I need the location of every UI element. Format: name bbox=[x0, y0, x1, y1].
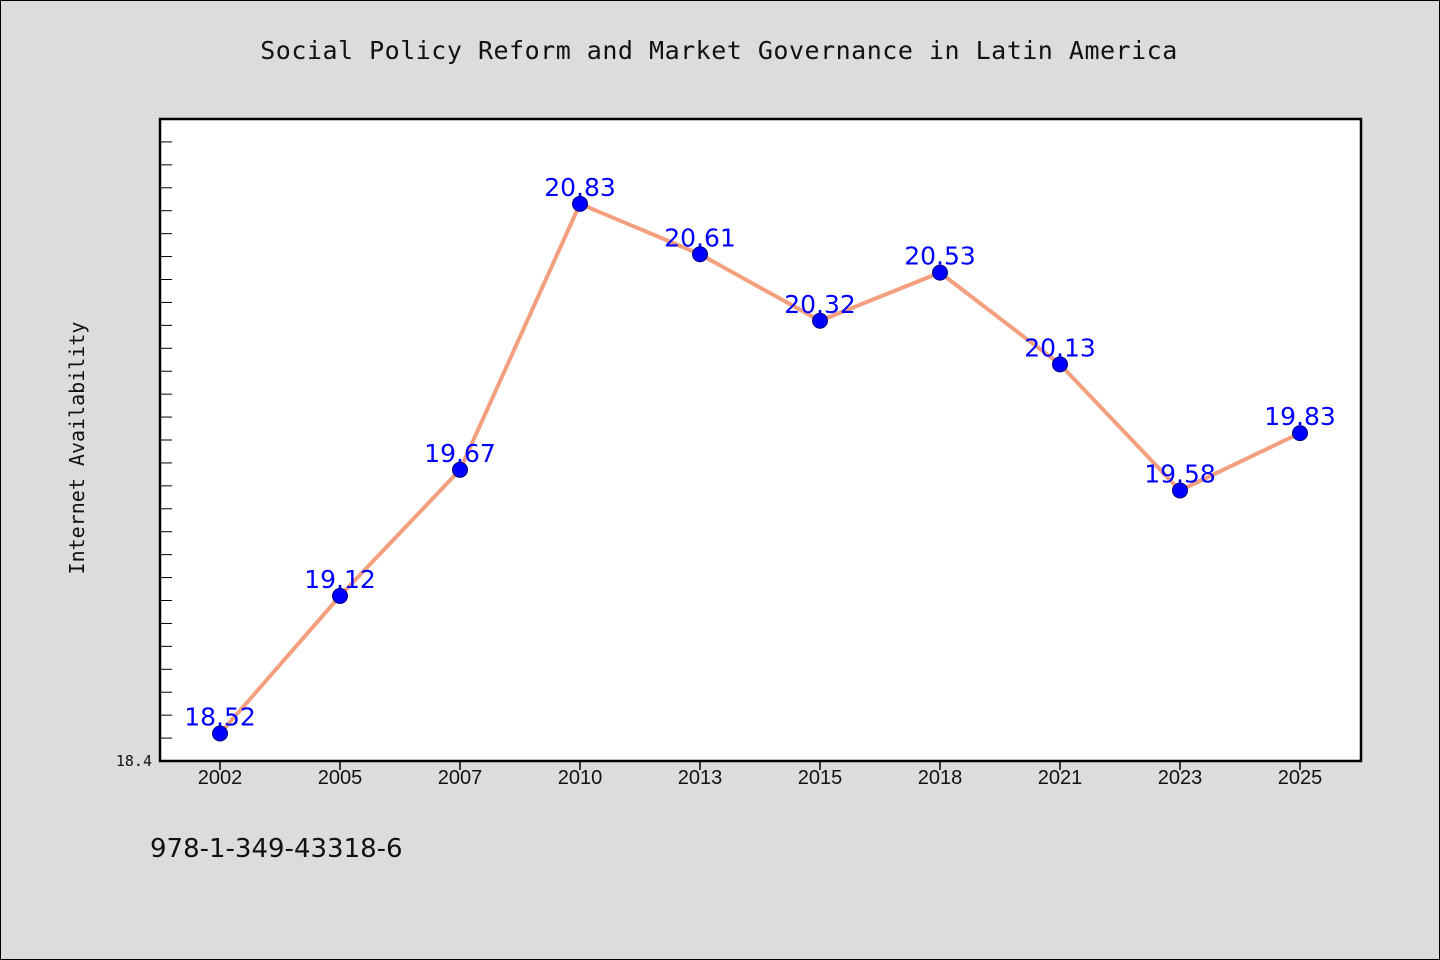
x-tick-label: 2023 bbox=[1158, 767, 1203, 789]
data-label: 18.52 bbox=[184, 702, 256, 731]
series-line bbox=[218, 201, 1302, 736]
data-point bbox=[812, 312, 828, 329]
plot-border bbox=[158, 117, 1363, 763]
x-tick-label: 2015 bbox=[798, 767, 843, 789]
x-tick-label: 2005 bbox=[318, 767, 363, 789]
footer-code: 978-1-349-43318-6 bbox=[150, 834, 403, 864]
x-tick-label: 2007 bbox=[438, 767, 483, 789]
data-point bbox=[212, 725, 228, 742]
data-point bbox=[1052, 356, 1068, 373]
data-label: 19.58 bbox=[1144, 459, 1216, 488]
data-label: 20.61 bbox=[664, 223, 736, 252]
y-tick-label: 18.4 bbox=[116, 752, 152, 770]
data-point bbox=[932, 264, 948, 281]
y-axis-label: Internet Availability bbox=[65, 322, 89, 575]
data-point bbox=[452, 461, 468, 478]
chart-title: Social Policy Reform and Market Governan… bbox=[260, 36, 1178, 65]
x-tick-label: 2002 bbox=[198, 767, 243, 789]
x-tick-label: 2010 bbox=[558, 767, 603, 789]
data-point bbox=[332, 587, 348, 604]
x-tick-label: 2018 bbox=[918, 767, 963, 789]
data-label: 19.12 bbox=[304, 565, 376, 594]
plot-area bbox=[160, 119, 1361, 761]
data-label: 20.83 bbox=[544, 173, 616, 202]
data-label: 20.53 bbox=[904, 242, 976, 271]
x-tick-label: 2013 bbox=[678, 767, 723, 789]
data-point bbox=[572, 195, 588, 212]
x-tick-label: 2025 bbox=[1278, 767, 1323, 789]
data-point bbox=[1292, 425, 1308, 442]
data-point bbox=[1172, 482, 1188, 499]
data-label: 19.83 bbox=[1264, 402, 1336, 431]
data-label: 20.13 bbox=[1024, 333, 1096, 362]
data-label: 20.32 bbox=[784, 290, 856, 319]
data-label: 19.67 bbox=[424, 439, 496, 468]
data-point bbox=[692, 246, 708, 263]
x-tick-label: 2021 bbox=[1038, 767, 1083, 789]
